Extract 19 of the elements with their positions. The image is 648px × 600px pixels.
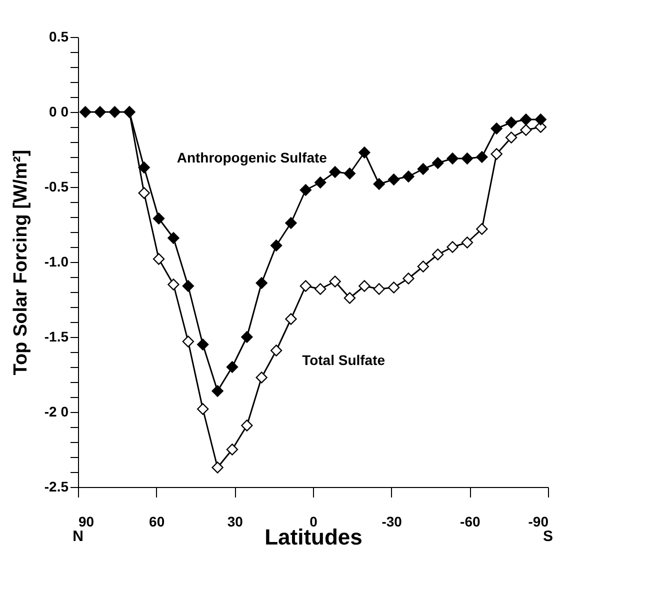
y-tick-label: -1.0: [44, 254, 69, 270]
x-tick-label: -60: [460, 514, 480, 530]
y-tick-label: 0.5: [49, 28, 69, 44]
text: S: [542, 528, 554, 545]
x-tick-label: -30: [382, 514, 402, 530]
x-tick-label: 90: [78, 514, 94, 530]
text: N: [72, 528, 84, 545]
x-tick-label: 0: [310, 514, 318, 530]
series-label: Total Sulfate: [302, 352, 386, 368]
x-tick-label: -90: [528, 514, 549, 530]
series-label: Anthropogenic Sulfate: [176, 150, 328, 166]
y-tick-label: -2 0: [44, 404, 69, 420]
y-tick-label: -1.5: [44, 328, 69, 344]
y-tick-label: 0 0: [49, 104, 69, 120]
y-axis-title: Top Solar Forcing [W/m²]: [10, 150, 32, 376]
x-tick-label: 60: [149, 514, 165, 530]
x-tick-label: 30: [227, 514, 244, 530]
y-tick-label: -0.5: [44, 178, 69, 194]
y-tick-label: -2.5: [44, 478, 69, 494]
